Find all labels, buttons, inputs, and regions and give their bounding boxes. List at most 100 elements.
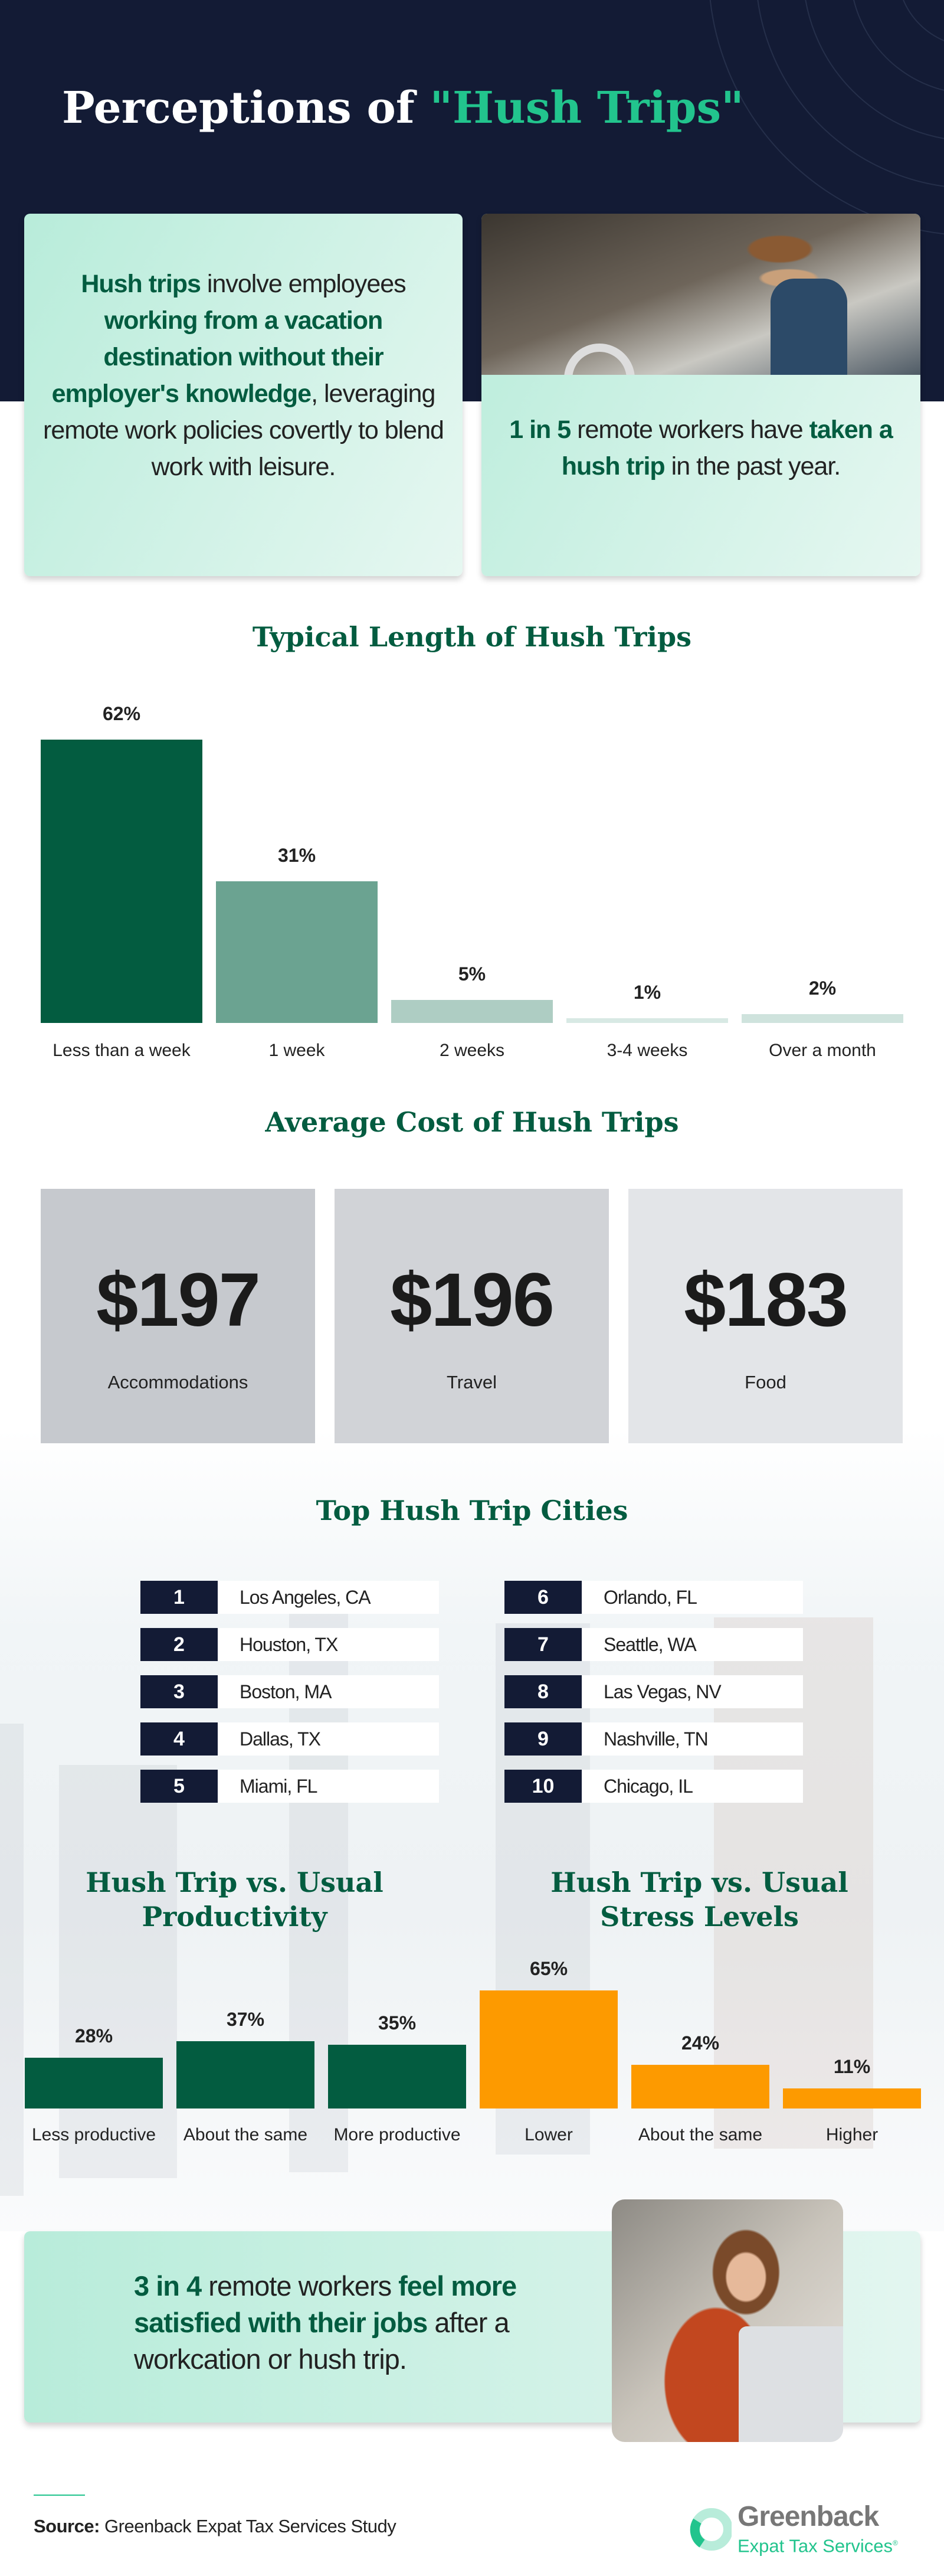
productivity-title: Hush Trip vs. Usual Productivity [24, 1865, 445, 1934]
stress-title-line1: Hush Trip vs. Usual [550, 1866, 848, 1898]
value-label: 11% [833, 2056, 871, 2078]
bar-more-productive [328, 2045, 466, 2108]
city-list-item: 8 Las Vegas, NV [504, 1675, 803, 1708]
city-rank: 9 [504, 1722, 582, 1756]
city-rank: 8 [504, 1675, 582, 1708]
man-with-hat-and-backpack-photo [481, 214, 920, 375]
cost-box-accommodations: $197 Accommodations [41, 1189, 315, 1443]
city-list-item: 10 Chicago, IL [504, 1770, 803, 1803]
value-label: 1% [633, 982, 661, 1003]
city-rank: 6 [504, 1581, 582, 1614]
smiling-woman-at-laptop-photo [612, 2199, 843, 2442]
city-list-item: 6 Orlando, FL [504, 1581, 803, 1614]
category-label: 2 weeks [439, 1041, 505, 1060]
greenback-logo-icon [689, 2500, 733, 2559]
city-rank: 10 [504, 1770, 582, 1803]
productivity-title-line1: Hush Trip vs. Usual [86, 1866, 384, 1898]
city-rank: 1 [140, 1581, 218, 1614]
city-rank: 3 [140, 1675, 218, 1708]
page-title: Perceptions of "Hush Trips" [62, 83, 744, 133]
source-text: Greenback Expat Tax Services Study [99, 2516, 396, 2536]
category-label: Over a month [769, 1041, 876, 1060]
city-name: Nashville, TN [604, 1728, 709, 1750]
city-name: Boston, MA [240, 1681, 332, 1702]
city-skyline-background [0, 1428, 944, 2231]
value-label: 37% [226, 2009, 265, 2031]
cost-price: $183 [684, 1258, 848, 1342]
man-jacket-shape [771, 279, 847, 375]
value-label: 62% [102, 703, 141, 725]
stress-title-line2: Stress Levels [600, 1901, 799, 1933]
category-label: 3-4 weeks [607, 1041, 688, 1060]
body-text: after a workcation or hush trip. [134, 2307, 510, 2375]
bar-about-the-same [631, 2065, 769, 2108]
stress-title: Hush Trip vs. Usual Stress Levels [480, 1865, 919, 1934]
title-highlight: "Hush Trips" [430, 83, 744, 133]
value-label: 28% [74, 2025, 113, 2047]
emphasis-text: taken a hush trip [561, 416, 893, 480]
bar-lower [480, 1990, 618, 2108]
category-label: About the same [183, 2125, 308, 2145]
city-name: Miami, FL [240, 1776, 317, 1797]
bar-2-weeks [391, 1000, 553, 1023]
definition-text: Hush trips involve employees working fro… [42, 266, 445, 485]
city-name: Seattle, WA [604, 1634, 697, 1655]
body-text: , leveraging remote work policies covert… [43, 380, 444, 481]
value-label: 5% [458, 963, 486, 985]
definition-card: Hush trips involve employees working fro… [24, 214, 463, 576]
emphasis-text: Hush trips [81, 270, 201, 298]
emphasis-text: working from a vacation destination with… [51, 306, 384, 408]
body-text: remote workers [201, 2270, 399, 2302]
city-rank: 5 [140, 1770, 218, 1803]
category-label: More productive [333, 2125, 461, 2145]
cost-box-travel: $196 Travel [335, 1189, 609, 1443]
city-name: Los Angeles, CA [240, 1587, 371, 1608]
source-citation: Source: Greenback Expat Tax Services Stu… [34, 2516, 396, 2537]
city-name: Orlando, FL [604, 1587, 697, 1608]
bar-3-4-weeks [566, 1018, 728, 1023]
bar-higher [783, 2088, 921, 2108]
cost-box-food: $183 Food [628, 1189, 903, 1443]
cost-label: Travel [447, 1372, 497, 1392]
emphasis-text: feel more satisfied with their jobs [134, 2270, 517, 2338]
body-text: in the past year. [664, 452, 841, 480]
satisfaction-text: 3 in 4 remote workers feel more satisfie… [134, 2268, 559, 2378]
body-text: involve employees [200, 270, 407, 298]
bar-1-week [216, 881, 378, 1023]
stat-card: 1 in 5 remote workers have taken a hush … [481, 214, 920, 576]
value-label: 35% [378, 2012, 417, 2034]
cost-price: $196 [390, 1258, 555, 1342]
category-label: 1 week [268, 1041, 325, 1060]
stat-text: 1 in 5 remote workers have taken a hush … [499, 411, 903, 485]
background-wheel-shape [564, 344, 635, 375]
top-cities-title: Top Hush Trip Cities [316, 1495, 628, 1526]
city-list-item: 5 Miami, FL [140, 1770, 439, 1803]
building-shape [0, 1724, 24, 2196]
city-rank: 4 [140, 1722, 218, 1756]
category-label: Lower [525, 2125, 573, 2145]
cost-label: Accommodations [107, 1372, 248, 1392]
bar-less-productive [25, 2057, 163, 2108]
bar-about-the-same [176, 2041, 314, 2108]
category-label: Higher [825, 2125, 879, 2145]
source-divider [34, 2495, 85, 2496]
city-list-item: 9 Nashville, TN [504, 1722, 803, 1756]
city-list-item: 7 Seattle, WA [504, 1628, 803, 1661]
category-label: Less than a week [53, 1041, 191, 1060]
city-name: Las Vegas, NV [604, 1681, 722, 1702]
greenback-logo: Greenback Expat Tax Services® [738, 2502, 898, 2557]
source-label: Source: [34, 2516, 100, 2536]
logo-name: Greenback [738, 2501, 879, 2532]
city-name: Dallas, TX [240, 1728, 321, 1750]
value-label: 2% [808, 977, 837, 999]
emphasis-text: 3 in 4 [134, 2270, 202, 2302]
logo-subtitle: Expat Tax Services [738, 2535, 893, 2557]
productivity-title-line2: Productivity [142, 1901, 327, 1933]
laptop-shape [739, 2326, 843, 2442]
city-rank: 2 [140, 1628, 218, 1661]
bar-over-a-month [742, 1014, 903, 1023]
value-label: 31% [277, 845, 316, 867]
value-label: 65% [529, 1957, 568, 1979]
registered-mark: ® [893, 2539, 898, 2547]
typical-length-title: Typical Length of Hush Trips [252, 621, 692, 653]
